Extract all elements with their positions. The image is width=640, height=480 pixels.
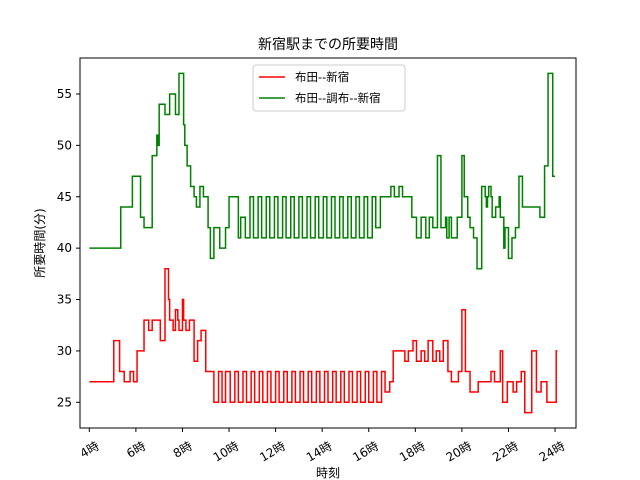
legend-box [252, 64, 406, 112]
x-tick-label: 10時 [211, 439, 242, 465]
y-tick-label: 40 [57, 241, 72, 255]
x-tick-label: 24時 [537, 439, 568, 465]
y-axis-label: 所要時間(分) [33, 208, 47, 277]
y-tick-label: 30 [57, 344, 72, 358]
y-tick-label: 50 [57, 138, 72, 152]
chart-title: 新宿駅までの所要時間 [258, 36, 398, 53]
x-tick-label: 8時 [171, 439, 195, 461]
series-line-1 [89, 267, 558, 414]
x-tick-label: 4時 [78, 439, 102, 461]
y-tick-label: 25 [57, 395, 72, 409]
plot-frame [79, 57, 577, 429]
y-tick-label: 35 [57, 293, 72, 307]
x-axis: 4時 6時 8時 10時 12時 14時 16時 18時 20時 22時 24時 [78, 428, 568, 465]
x-tick-label: 6時 [124, 439, 148, 461]
x-tick-label: 22時 [490, 439, 521, 465]
plot-lines [89, 72, 558, 414]
y-tick-label: 55 [57, 87, 72, 101]
y-tick-label: 45 [57, 190, 72, 204]
series-line-2 [89, 72, 556, 270]
x-tick-label: 16時 [350, 439, 381, 465]
y-axis: 25 30 35 40 45 50 55 [57, 87, 80, 409]
legend-label: 布田--調布--新宿 [295, 91, 381, 105]
x-tick-label: 20時 [444, 439, 475, 465]
x-tick-label: 14時 [304, 439, 335, 465]
x-tick-label: 12時 [257, 439, 288, 465]
x-tick-label: 18時 [397, 439, 428, 465]
x-axis-label: 時刻 [316, 466, 340, 480]
legend-label: 布田--新宿 [295, 70, 349, 84]
